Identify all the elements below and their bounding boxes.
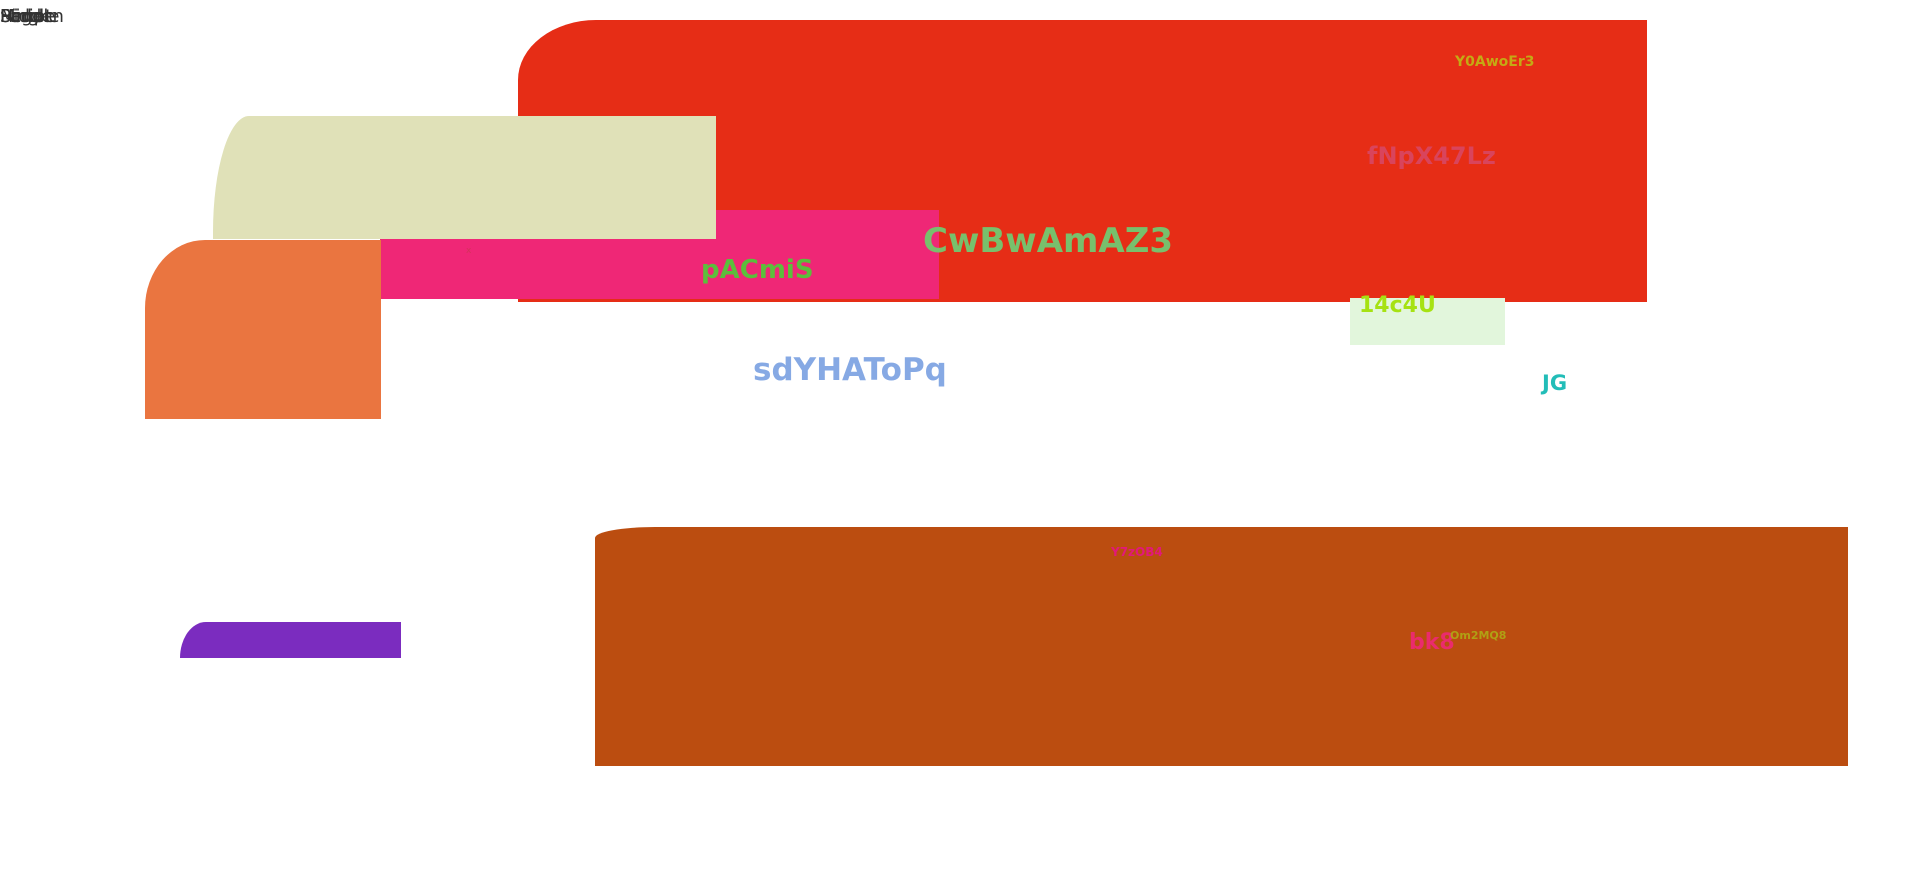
top-left-word-1: Hidden (0, 6, 64, 27)
label-om2: Om2MQ8 (1450, 629, 1507, 642)
purple-button[interactable] (180, 622, 401, 658)
label-jg[interactable]: JG (1542, 371, 1568, 395)
top-left-word-2: Middle (0, 6, 60, 27)
label-pacmis: pACmiS (701, 255, 814, 285)
label-x: x (466, 246, 472, 256)
top-left-word-3: Single (0, 6, 56, 27)
label-bk8: bk8 (1409, 630, 1455, 655)
mint-panel (1350, 298, 1505, 345)
label-sdyhatopq[interactable]: sdYHAToPq (753, 352, 947, 388)
orange-panel (145, 240, 381, 419)
label-y7z: Y7zOB4 (1111, 545, 1163, 559)
top-left-word-4: Script (0, 6, 53, 27)
label-cwbwamaz3: CwBwAmAZ3 (923, 221, 1174, 261)
label-y0awoer3: Y0AwoEr3 (1455, 54, 1535, 70)
khaki-panel (213, 116, 716, 239)
label-14c4u: 14c4U (1359, 293, 1436, 318)
top-left-word-5: Page (0, 6, 44, 27)
brown-panel (595, 527, 1848, 766)
label-fnpx47lz: fNpX47Lz (1367, 142, 1496, 170)
